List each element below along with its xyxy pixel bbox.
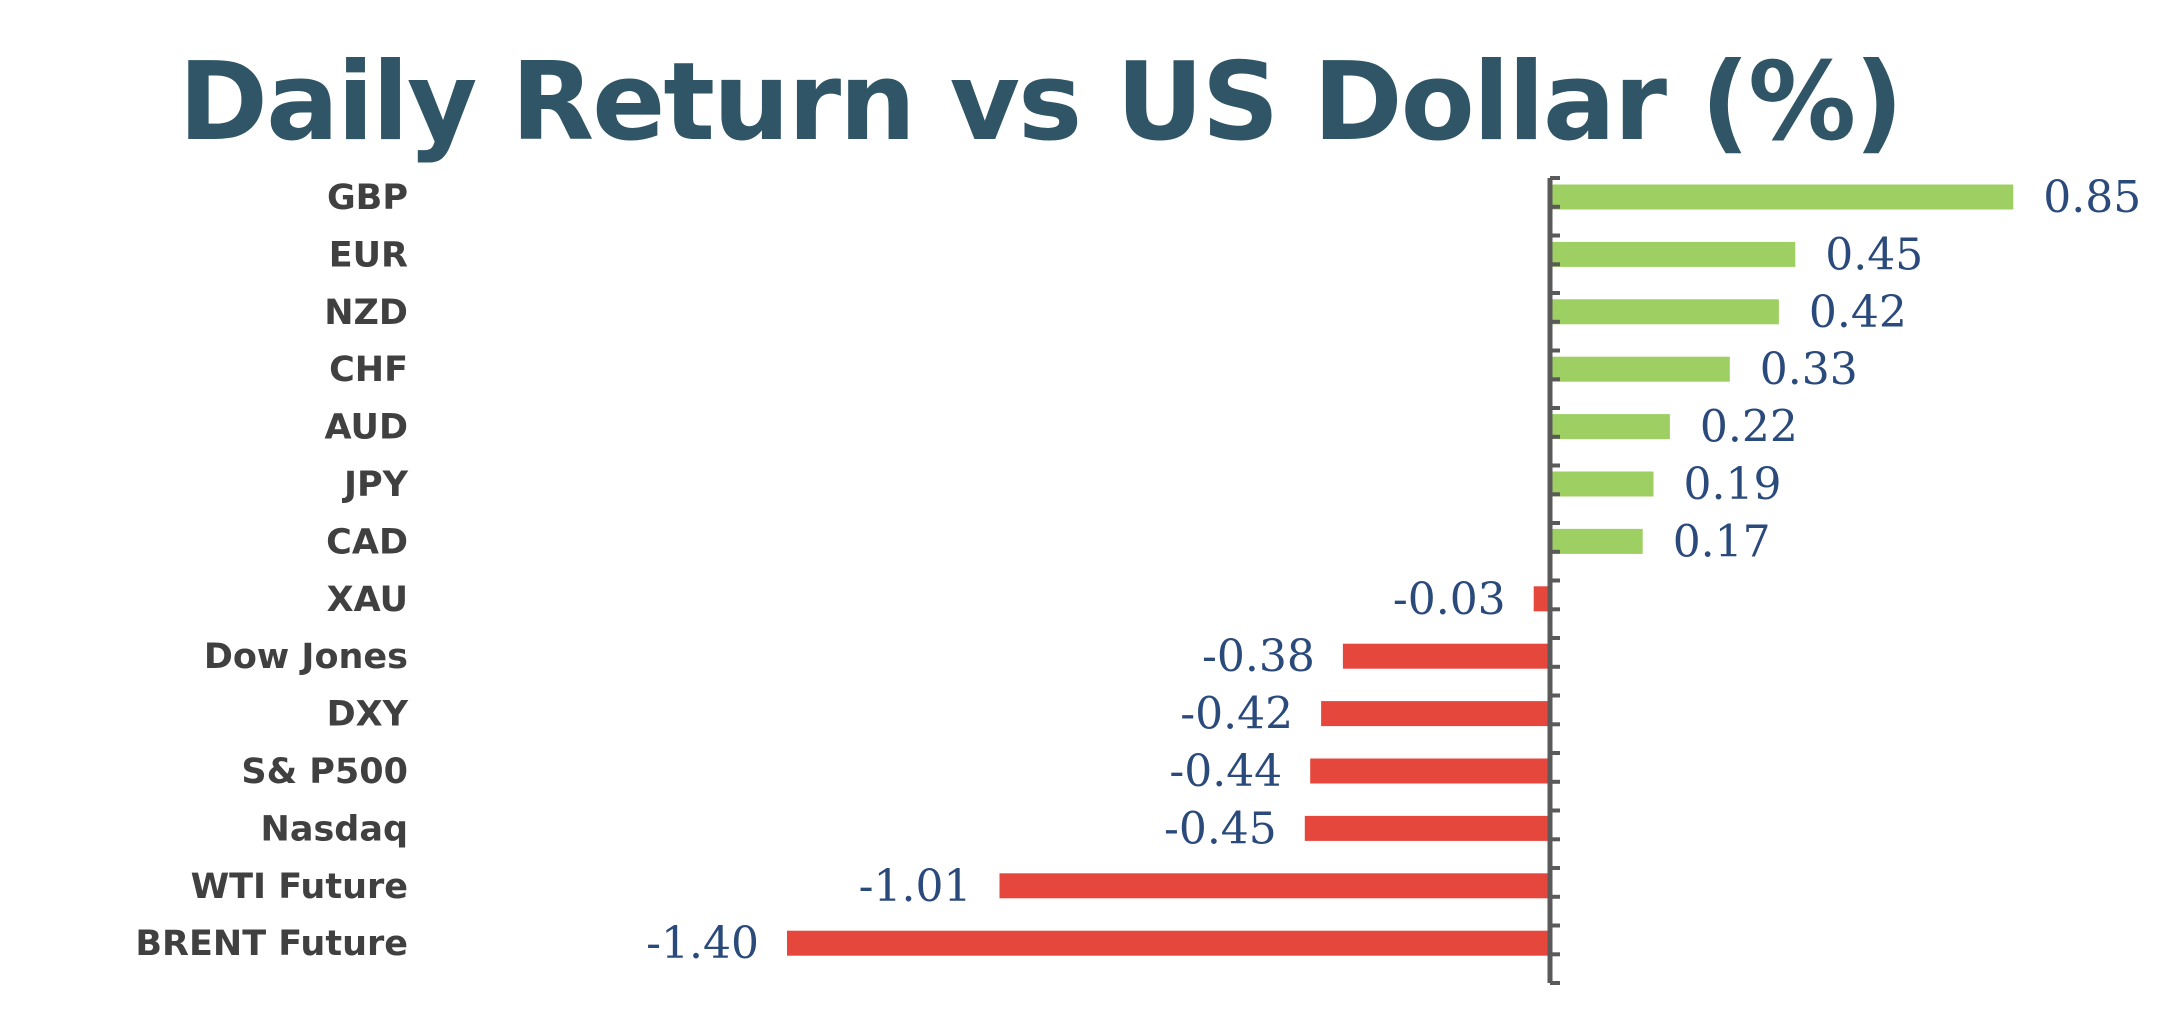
data-label: -1.01 [859, 861, 972, 912]
data-label: -0.45 [1164, 803, 1277, 854]
bar-dxy [1321, 701, 1550, 727]
bar-brent-future [787, 930, 1550, 956]
bar-eur [1550, 241, 1796, 267]
category-label: WTI Future [191, 867, 408, 907]
category-label: CHF [329, 350, 408, 390]
category-label: CAD [326, 522, 408, 562]
data-label: 0.22 [1700, 402, 1798, 453]
data-label: -0.44 [1169, 746, 1282, 797]
category-label: JPY [342, 465, 409, 505]
bar-xau [1533, 586, 1550, 612]
data-label: 0.42 [1809, 287, 1907, 338]
bar-jpy [1550, 471, 1654, 497]
bar-aud [1550, 414, 1670, 440]
bar-nzd [1550, 299, 1779, 325]
data-label: -0.38 [1202, 631, 1315, 682]
category-label: GBP [327, 178, 408, 218]
data-label: 0.33 [1760, 344, 1858, 395]
bar-dow-jones [1342, 643, 1550, 669]
bar-nasdaq [1304, 815, 1551, 841]
bar-cad [1550, 528, 1643, 554]
bars-layer [787, 184, 2014, 956]
data-label: 0.85 [2043, 172, 2141, 223]
category-label: EUR [329, 235, 408, 275]
category-label: S& P500 [241, 752, 408, 792]
data-label: 0.17 [1673, 516, 1771, 567]
data-label: -0.42 [1180, 689, 1293, 740]
bar-s-p500 [1310, 758, 1550, 784]
bar-gbp [1550, 184, 2014, 210]
category-label: BRENT Future [135, 924, 408, 964]
category-label: Nasdaq [261, 809, 408, 849]
category-label: DXY [327, 695, 409, 735]
category-label: AUD [325, 408, 408, 448]
category-label: Dow Jones [204, 637, 408, 677]
category-label: NZD [324, 293, 408, 333]
data-label: -0.03 [1393, 574, 1506, 625]
bar-chf [1550, 356, 1730, 382]
zero-axis [1547, 176, 1560, 985]
category-label: XAU [327, 580, 408, 620]
data-label: 0.19 [1684, 459, 1782, 510]
labels-layer: GBP 0.85 EUR 0.45 NZD 0.42 CHF 0.33 AUD 0.22 JPY 0.… [135, 172, 2141, 969]
bar-wti-future [999, 873, 1550, 899]
data-label: 0.45 [1825, 229, 1923, 280]
data-label: -1.40 [646, 918, 759, 969]
chart-title: Daily Return vs US Dollar (%) [178, 40, 1903, 165]
